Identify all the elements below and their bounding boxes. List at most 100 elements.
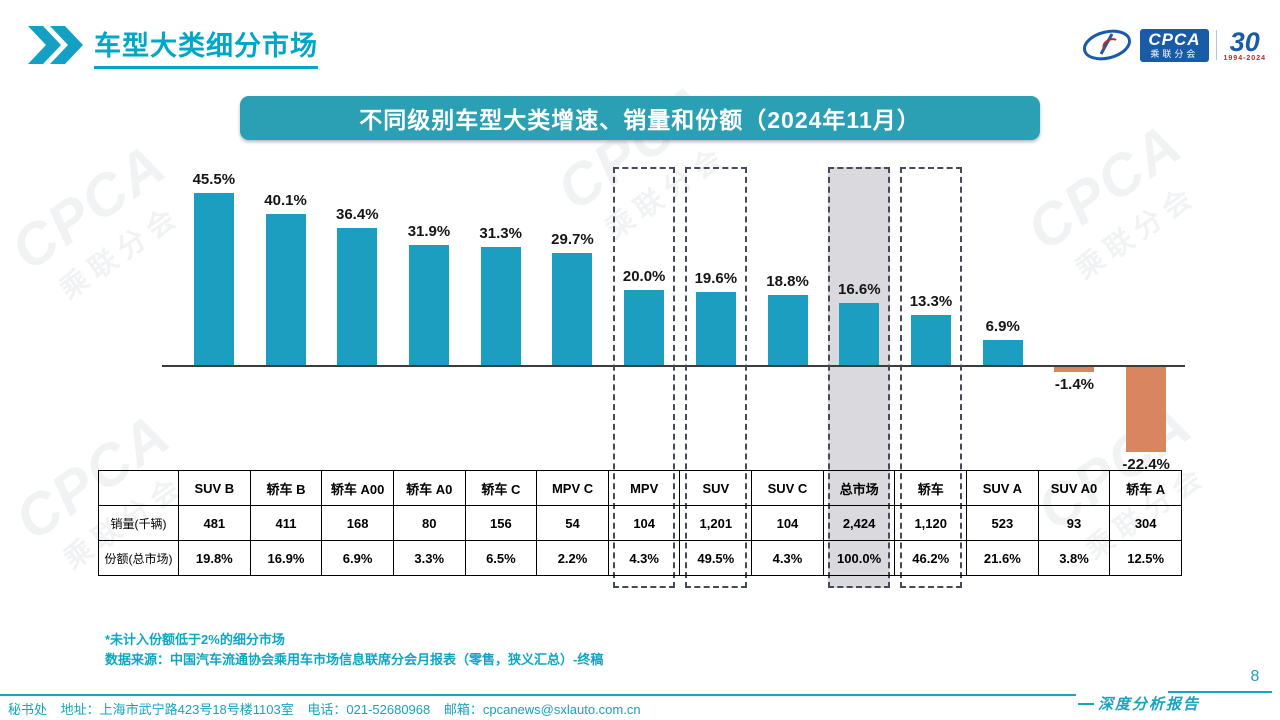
table-row: 销量(千辆) 481 411 168 80 156 54 104 1,201 104 2,424 1,… (98, 505, 1182, 541)
bar-value-label: 20.0% (622, 268, 666, 285)
column-header: SUV (679, 470, 753, 506)
chart-title-banner: 不同级别车型大类增速、销量和份额（2024年11月） (240, 96, 1040, 140)
share-value: 12.5% (1109, 540, 1182, 576)
column-header: 轿车 A (1109, 470, 1182, 506)
footer-phone: 电话：021-52680968 (307, 702, 431, 717)
column-header: SUV A0 (1037, 470, 1111, 506)
chart-bar (337, 227, 378, 366)
footer-address: 地址：上海市武宁路423号18号楼1103室 (60, 702, 294, 717)
header: 车型大类细分市场 (28, 24, 318, 69)
footer-email: 邮箱：cpcanews@sxlauto.com.cn (443, 702, 641, 717)
page-number: 8 (1250, 668, 1260, 685)
bar-value-label: 40.1% (264, 191, 307, 209)
share-value: 4.3% (751, 540, 824, 576)
table-corner-cell (98, 470, 179, 506)
anniversary-30-logo: 30 1994-2024 (1223, 26, 1266, 62)
bar-value-label: 45.5% (192, 171, 236, 189)
double-chevron-icon (28, 26, 83, 64)
x-axis-line (162, 365, 1185, 367)
sales-value: 104 (751, 505, 824, 541)
bar-value-label: 36.4% (336, 205, 379, 223)
chart-bar (1126, 367, 1167, 453)
column-header: 总市场 (822, 470, 896, 506)
share-value: 16.9% (249, 540, 323, 576)
chart-bar (982, 339, 1023, 366)
footer-divider (0, 694, 1076, 696)
chart-bar (480, 247, 521, 366)
bar-value-label: 18.8% (766, 272, 809, 290)
sales-value: 80 (392, 505, 466, 541)
footnote-share-threshold: *未计入份额低于2%的细分市场 (105, 632, 285, 647)
share-value: 21.6% (966, 540, 1039, 576)
footer-contact: 秘书处 地址：上海市武宁路423号18号楼1103室 电话：021-526809… (8, 699, 651, 718)
chart-bar (695, 291, 736, 366)
cpca-watermark: CPCA 乘联分会 (0, 131, 187, 306)
sales-value: 481 (178, 505, 251, 541)
share-value: 46.2% (894, 540, 968, 576)
column-header: SUV C (751, 470, 824, 506)
logo-divider (1215, 30, 1217, 60)
footnotes: *未计入份额低于2%的细分市场 数据来源：中国汽车流通协会乘用车市场信息联席分会… (105, 630, 603, 670)
bar-value-label: 29.7% (551, 231, 594, 249)
sales-value: 411 (249, 505, 323, 541)
summary-table: SUV B 轿车 B 轿车 A00 轿车 A0 轿车 C MPV C MPV SUV SUV C… (98, 470, 1182, 576)
share-value: 6.5% (464, 540, 538, 576)
chart-bar (265, 213, 306, 366)
sales-value: 54 (536, 505, 609, 541)
logo-group: CPCA 乘联分会 30 1994-2024 (1081, 26, 1266, 64)
bar-value-label: 6.9% (985, 317, 1020, 335)
footer-dept: 秘书处 (8, 702, 48, 717)
cpca-logo: CPCA 乘联分会 (1140, 28, 1209, 62)
bar-value-label: 31.3% (479, 225, 522, 243)
report-type-label: 深度分析报告 (1098, 697, 1201, 713)
chart-bar (193, 193, 234, 366)
column-header: 轿车 A0 (392, 470, 466, 506)
bar-value-label: -1.4% (1054, 376, 1095, 394)
chart-bar (552, 253, 593, 366)
chart-bar (767, 294, 808, 366)
sales-value: 156 (464, 505, 538, 541)
report-type-left-line (1078, 703, 1094, 705)
row-label-share: 份额(总市场) (98, 540, 179, 576)
sales-value: 168 (321, 505, 394, 541)
bar-value-label: 31.9% (407, 222, 451, 240)
share-value: 19.8% (178, 540, 251, 576)
page-title: 车型大类细分市场 (94, 24, 318, 69)
bar-value-label: 19.6% (694, 269, 738, 287)
chart-bar (839, 302, 880, 366)
sales-value: 93 (1037, 505, 1111, 541)
sales-value: 104 (607, 505, 681, 541)
share-value: 100.0% (822, 540, 896, 576)
share-value: 6.9% (321, 540, 394, 576)
table-row: 份额(总市场) 19.8% 16.9% 6.9% 3.3% 6.5% 2.2% 4.3% 49.… (98, 540, 1182, 576)
column-header: 轿车 A00 (321, 470, 394, 506)
column-header: MPV C (536, 470, 609, 506)
share-value: 49.5% (679, 540, 753, 576)
sales-value: 2,424 (822, 505, 896, 541)
column-header: SUV A (966, 470, 1039, 506)
column-header: 轿车 C (464, 470, 538, 506)
cpca-watermark: CPCA 乘联分会 (1015, 111, 1203, 286)
sales-value: 304 (1109, 505, 1182, 541)
footnote-data-source: 数据来源：中国汽车流通协会乘用车市场信息联席分会月报表（零售，狭义汇总）-终稿 (105, 652, 604, 667)
bar-value-label: 16.6% (838, 280, 881, 298)
bar-value-label: 13.3% (909, 293, 953, 311)
report-type-right-line (1168, 691, 1272, 693)
chart-bar (1054, 367, 1095, 373)
share-value: 3.8% (1037, 540, 1111, 576)
chart-bar (910, 315, 951, 366)
column-header: MPV (607, 470, 681, 506)
sales-value: 523 (966, 505, 1039, 541)
cpca-ellipse-logo-icon (1083, 29, 1132, 61)
sales-value: 1,201 (679, 505, 753, 541)
share-value: 4.3% (607, 540, 681, 576)
share-value: 2.2% (536, 540, 609, 576)
row-label-sales: 销量(千辆) (98, 505, 179, 541)
chart-bar (408, 244, 449, 366)
share-value: 3.3% (392, 540, 466, 576)
column-header: 轿车 (894, 470, 968, 506)
sales-value: 1,120 (894, 505, 968, 541)
chart-bar (624, 290, 665, 366)
table-row: SUV B 轿车 B 轿车 A00 轿车 A0 轿车 C MPV C MPV SUV SUV C… (98, 470, 1182, 506)
